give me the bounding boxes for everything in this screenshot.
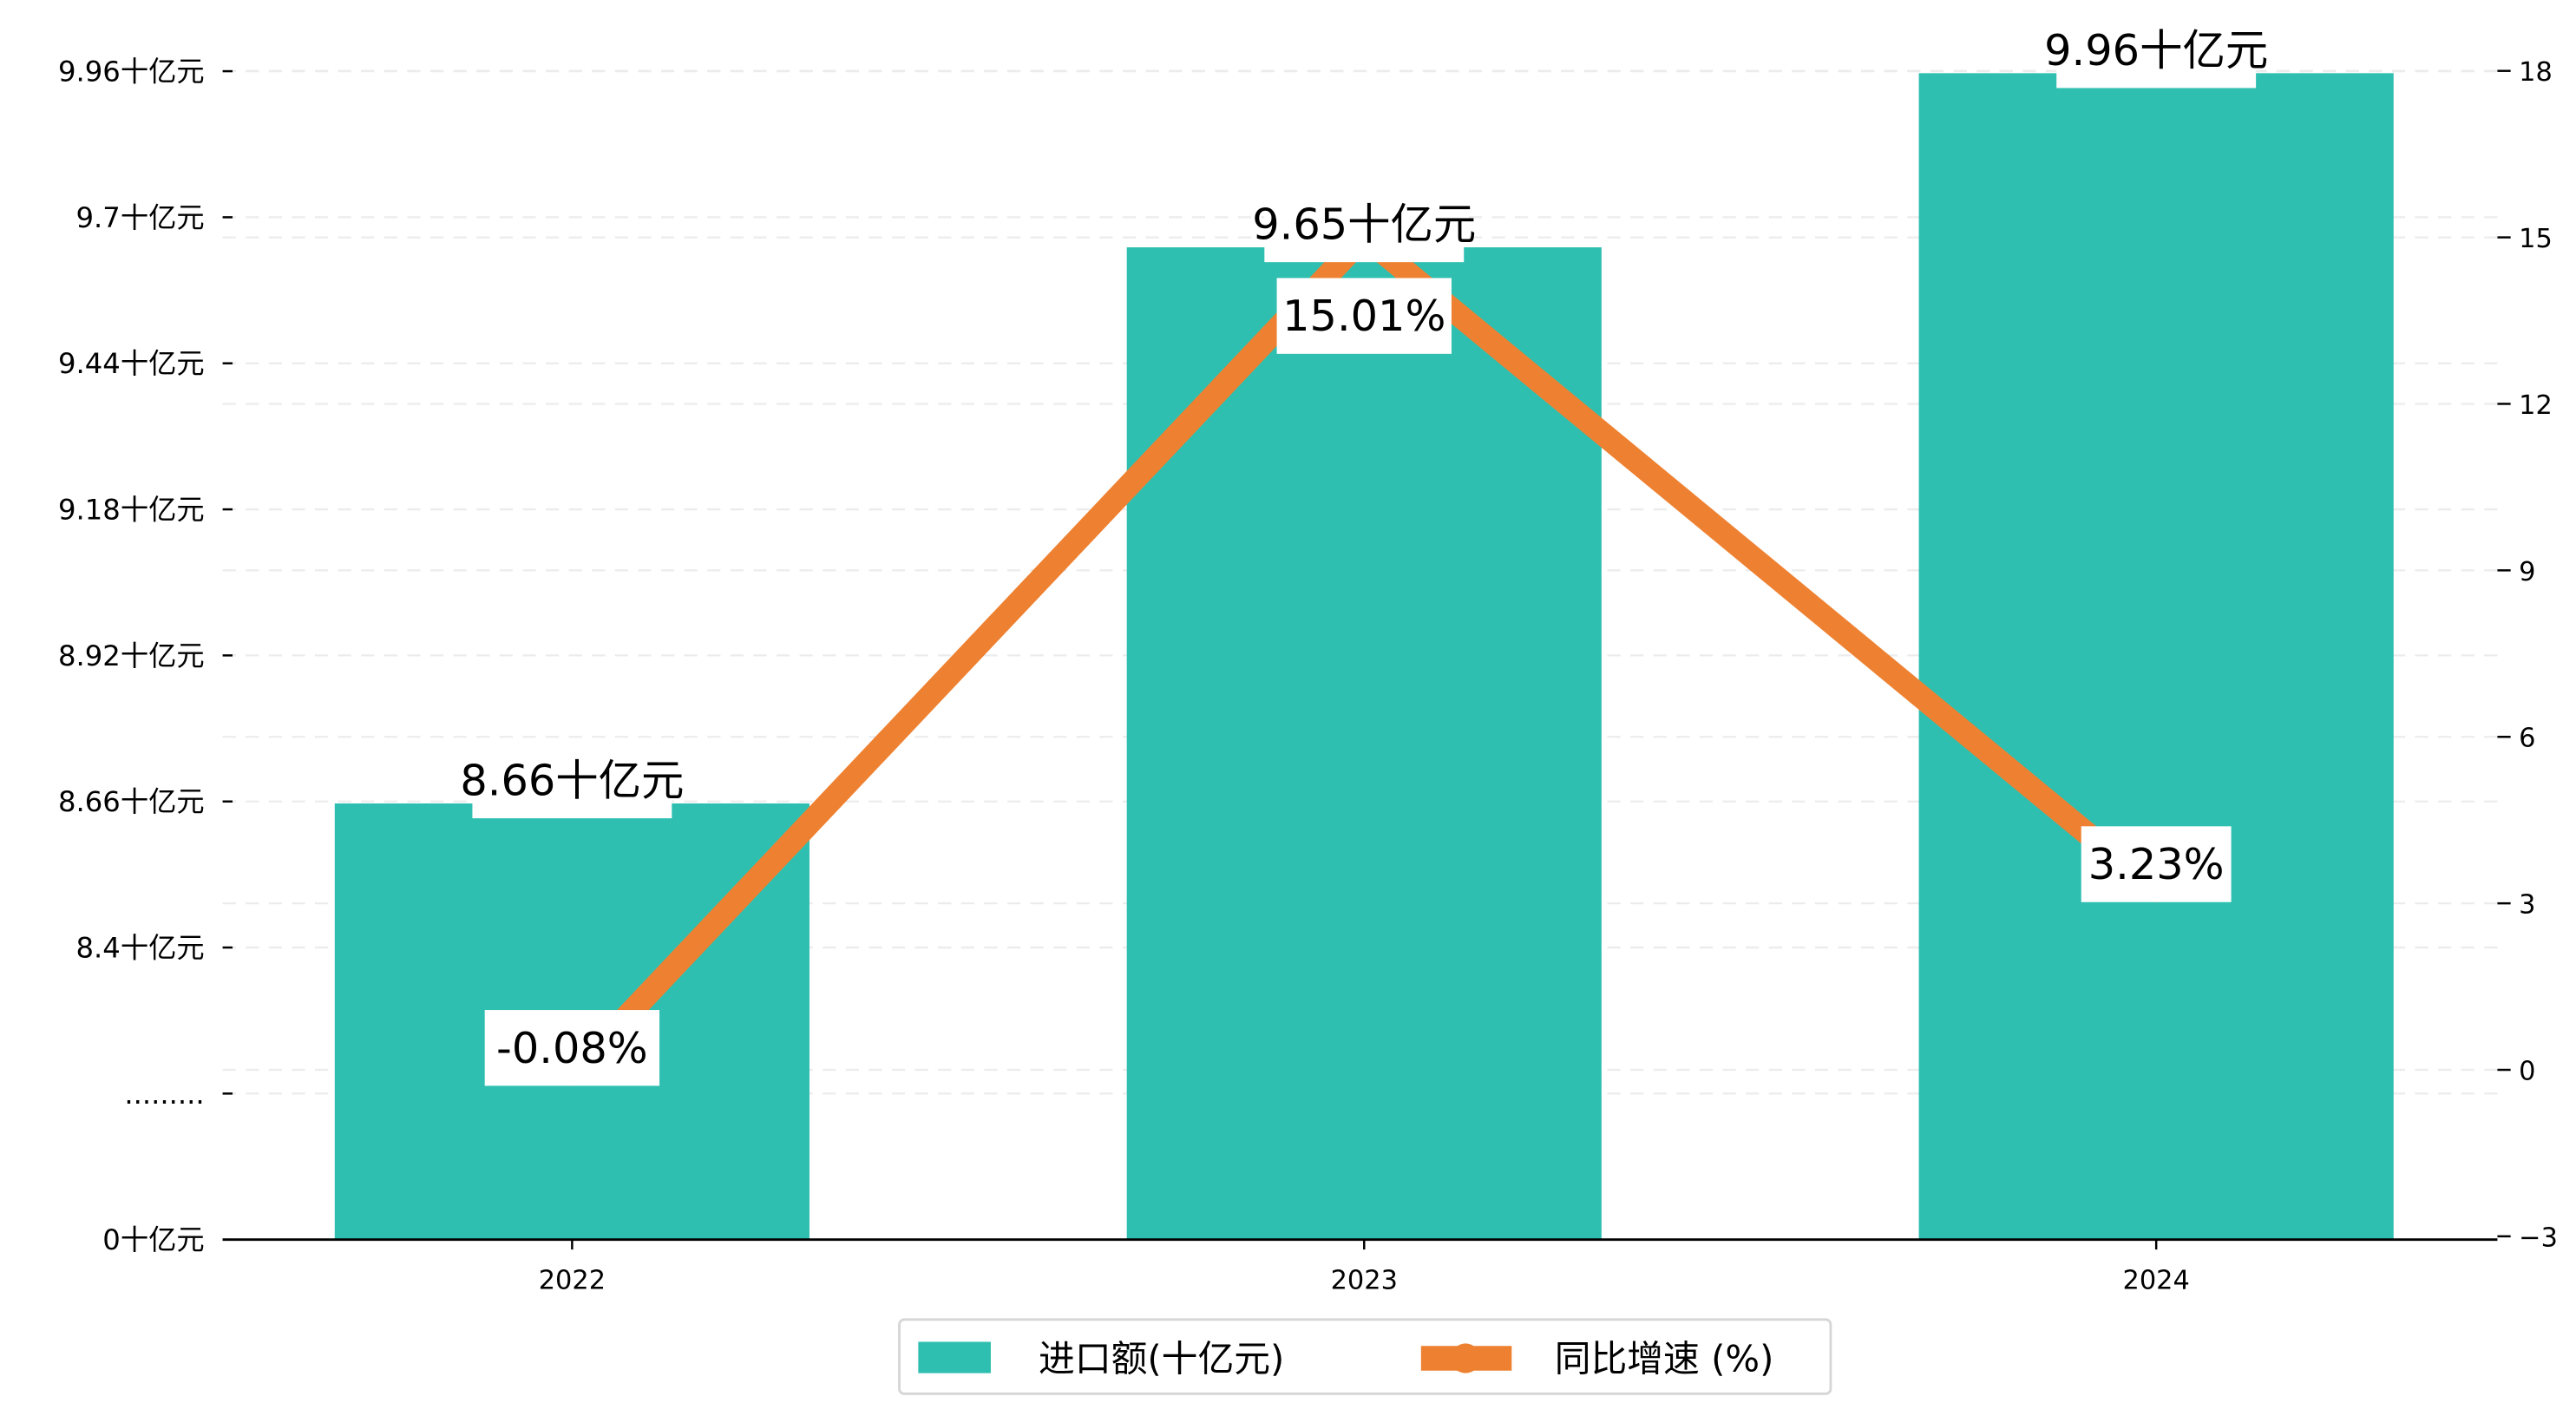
legend-label-growth: 同比增速 (%) xyxy=(1555,1338,1774,1380)
left-tick-label: 9.18十亿元 xyxy=(58,493,205,526)
right-tick-label: 18 xyxy=(2519,57,2553,88)
right-tick-label: 6 xyxy=(2519,724,2535,754)
legend-frame xyxy=(898,1318,1832,1395)
bar-value-label: 9.65十亿元 xyxy=(1252,200,1476,250)
bar-value-label: 9.96十亿元 xyxy=(2044,25,2268,75)
left-tick-label: 9.7十亿元 xyxy=(76,201,205,234)
bar-value-label-bg xyxy=(1264,186,1465,263)
left-tick-label: 8.66十亿元 xyxy=(58,785,205,818)
right-tick-label: 9 xyxy=(2519,557,2535,587)
axes: 0十亿元......... 8.4十亿元 8.66十亿元 8.92十亿元 9.18十亿元… xyxy=(58,55,2558,1295)
right-tick-label: −3 xyxy=(2519,1223,2558,1253)
x-tick-label: 2023 xyxy=(1331,1266,1398,1296)
right-tick-label: 3 xyxy=(2519,890,2535,921)
left-tick-label: 0十亿元 xyxy=(102,1223,204,1256)
legend-label-import: 进口额(十亿元) xyxy=(1039,1338,1284,1380)
bar-value-label-bg xyxy=(2056,12,2257,88)
growth-value-label: 15.01% xyxy=(1282,291,1445,341)
x-tick-label: 2022 xyxy=(539,1266,606,1296)
legend-bar-swatch xyxy=(918,1341,991,1373)
left-tick-label: 8.92十亿元 xyxy=(58,639,205,672)
bar-value-label-bg xyxy=(472,742,672,819)
legend: 进口额(十亿元) 同比增速 (%) xyxy=(898,1318,1832,1395)
left-tick-label: 8.4十亿元 xyxy=(76,931,205,964)
right-tick-label: 0 xyxy=(2519,1056,2535,1086)
left-tick-label: 9.44十亿元 xyxy=(58,347,205,380)
bar-value-label: 8.66十亿元 xyxy=(460,756,684,806)
growth-value-label-bg xyxy=(1276,278,1452,354)
left-tick-label: 9.96十亿元 xyxy=(58,55,205,88)
data-labels: 8.66十亿元 9.65十亿元 9.96十亿元 -0.08% 15.01% 3.23% xyxy=(460,12,2268,1086)
right-tick-label: 15 xyxy=(2519,224,2553,254)
bar-2024 xyxy=(1918,73,2394,1240)
left-tick-label: ......... xyxy=(124,1078,204,1111)
growth-value-label-bg xyxy=(484,1010,660,1086)
growth-value-label-bg xyxy=(2081,826,2232,902)
right-tick-label: 12 xyxy=(2519,390,2553,421)
legend-marker-icon xyxy=(1451,1343,1481,1373)
growth-value-label: -0.08% xyxy=(496,1023,648,1073)
x-tick-label: 2024 xyxy=(2123,1266,2190,1296)
growth-value-label: 3.23% xyxy=(2088,839,2225,889)
